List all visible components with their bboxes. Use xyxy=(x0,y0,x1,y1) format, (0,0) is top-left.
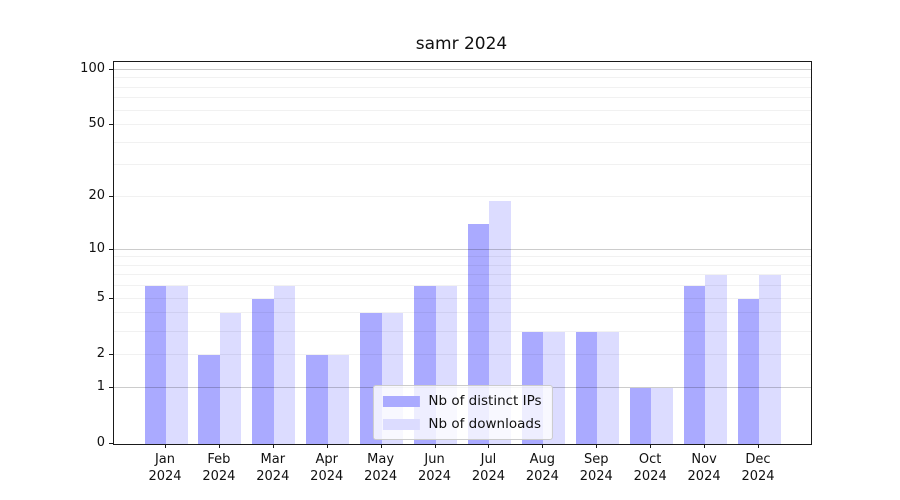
grid-line-y100 xyxy=(114,68,811,70)
grid-line-y70 xyxy=(114,97,811,99)
grid-line-y40 xyxy=(114,141,811,143)
x-tick-label-mar: Mar 2024 xyxy=(256,452,290,484)
bar-downloads-nov xyxy=(705,275,727,444)
bar-downloads-feb xyxy=(219,313,242,444)
grid-line-y20 xyxy=(114,196,811,198)
y-tick-50 xyxy=(109,124,113,126)
y-tick-5 xyxy=(109,297,113,299)
x-tick-label-aug: Aug 2024 xyxy=(525,452,559,484)
legend-item-distinct-ips: Nb of distinct IPs xyxy=(382,393,542,409)
x-tick-dec xyxy=(758,444,759,448)
x-tick-label-sep: Sep 2024 xyxy=(579,452,613,484)
y-tick-label-0: 0 xyxy=(96,435,105,450)
legend-swatch-downloads xyxy=(382,418,420,430)
bar-ips-dec xyxy=(737,298,759,444)
plot-area: Nb of distinct IPs Nb of downloads xyxy=(113,61,812,445)
bar-downloads-dec xyxy=(759,275,781,444)
legend-label-downloads: Nb of downloads xyxy=(428,416,541,432)
x-tick-label-apr: Apr 2024 xyxy=(310,452,344,484)
grid-line-y7 xyxy=(114,274,811,276)
grid-line-y2 xyxy=(114,353,811,355)
legend-item-downloads: Nb of downloads xyxy=(382,416,541,432)
grid-line-y90 xyxy=(114,77,811,79)
y-tick-10 xyxy=(109,248,113,250)
bar-downloads-oct xyxy=(651,387,673,444)
bar-ips-nov xyxy=(683,286,706,444)
grid-line-y5 xyxy=(114,297,811,299)
y-tick-label-5: 5 xyxy=(96,289,105,305)
bar-ips-apr xyxy=(306,354,328,444)
y-tick-label-50: 50 xyxy=(88,116,105,132)
x-tick-apr xyxy=(326,444,328,448)
y-tick-label-1: 1 xyxy=(96,378,105,394)
x-tick-jan xyxy=(165,444,166,448)
x-tick-label-jan: Jan 2024 xyxy=(148,452,182,484)
grid-line-y60 xyxy=(114,109,811,111)
x-tick-label-jul: Jul 2024 xyxy=(471,452,505,484)
x-tick-feb xyxy=(218,444,220,448)
bar-downloads-sep xyxy=(597,331,619,444)
y-tick-label-100: 100 xyxy=(80,60,105,76)
bar-ips-oct xyxy=(629,387,652,444)
y-tick-20 xyxy=(109,196,113,198)
bar-downloads-mar xyxy=(273,286,296,444)
grid-line-y30 xyxy=(114,164,811,166)
y-tick-2 xyxy=(109,353,113,355)
x-tick-mar xyxy=(272,444,274,448)
bar-downloads-apr xyxy=(327,354,350,444)
x-tick-label-jun: Jun 2024 xyxy=(417,452,452,484)
legend: Nb of distinct IPs Nb of downloads xyxy=(372,385,553,440)
bar-ips-sep xyxy=(575,331,598,444)
x-tick-nov xyxy=(704,444,706,448)
x-tick-sep xyxy=(596,444,598,448)
bar-ips-feb xyxy=(198,354,220,444)
grid-line-y10 xyxy=(114,248,811,250)
y-tick-label-2: 2 xyxy=(96,345,105,361)
grid-line-y50 xyxy=(114,124,811,126)
y-tick-100 xyxy=(109,68,113,70)
bar-downloads-jan xyxy=(166,286,188,444)
x-tick-label-nov: Nov 2024 xyxy=(687,452,721,484)
x-tick-label-feb: Feb 2024 xyxy=(202,452,236,484)
y-tick-0 xyxy=(109,443,113,444)
x-tick-jun xyxy=(434,444,436,448)
x-tick-label-dec: Dec 2024 xyxy=(741,452,775,484)
x-tick-label-oct: Oct 2024 xyxy=(633,452,667,484)
x-tick-label-may: May 2024 xyxy=(364,452,398,484)
bar-ips-jan xyxy=(144,286,166,444)
bar-downloads-jul xyxy=(489,201,511,444)
grid-line-y80 xyxy=(114,86,811,88)
x-tick-aug xyxy=(542,444,544,448)
x-tick-jul xyxy=(488,444,490,448)
grid-line-y4 xyxy=(114,312,811,314)
x-tick-oct xyxy=(650,444,652,448)
legend-swatch-distinct-ips xyxy=(382,395,420,407)
x-tick-may xyxy=(380,444,382,448)
y-tick-label-20: 20 xyxy=(88,188,105,204)
bar-ips-mar xyxy=(252,298,274,444)
grid-line-y8 xyxy=(114,264,811,266)
grid-line-y3 xyxy=(114,330,811,332)
y-tick-label-10: 10 xyxy=(88,240,105,256)
grid-line-y6 xyxy=(114,285,811,287)
chart-title: samr 2024 xyxy=(415,34,508,54)
legend-label-distinct-ips: Nb of distinct IPs xyxy=(428,393,542,409)
grid-line-y9 xyxy=(114,256,811,258)
y-tick-1 xyxy=(109,386,113,388)
